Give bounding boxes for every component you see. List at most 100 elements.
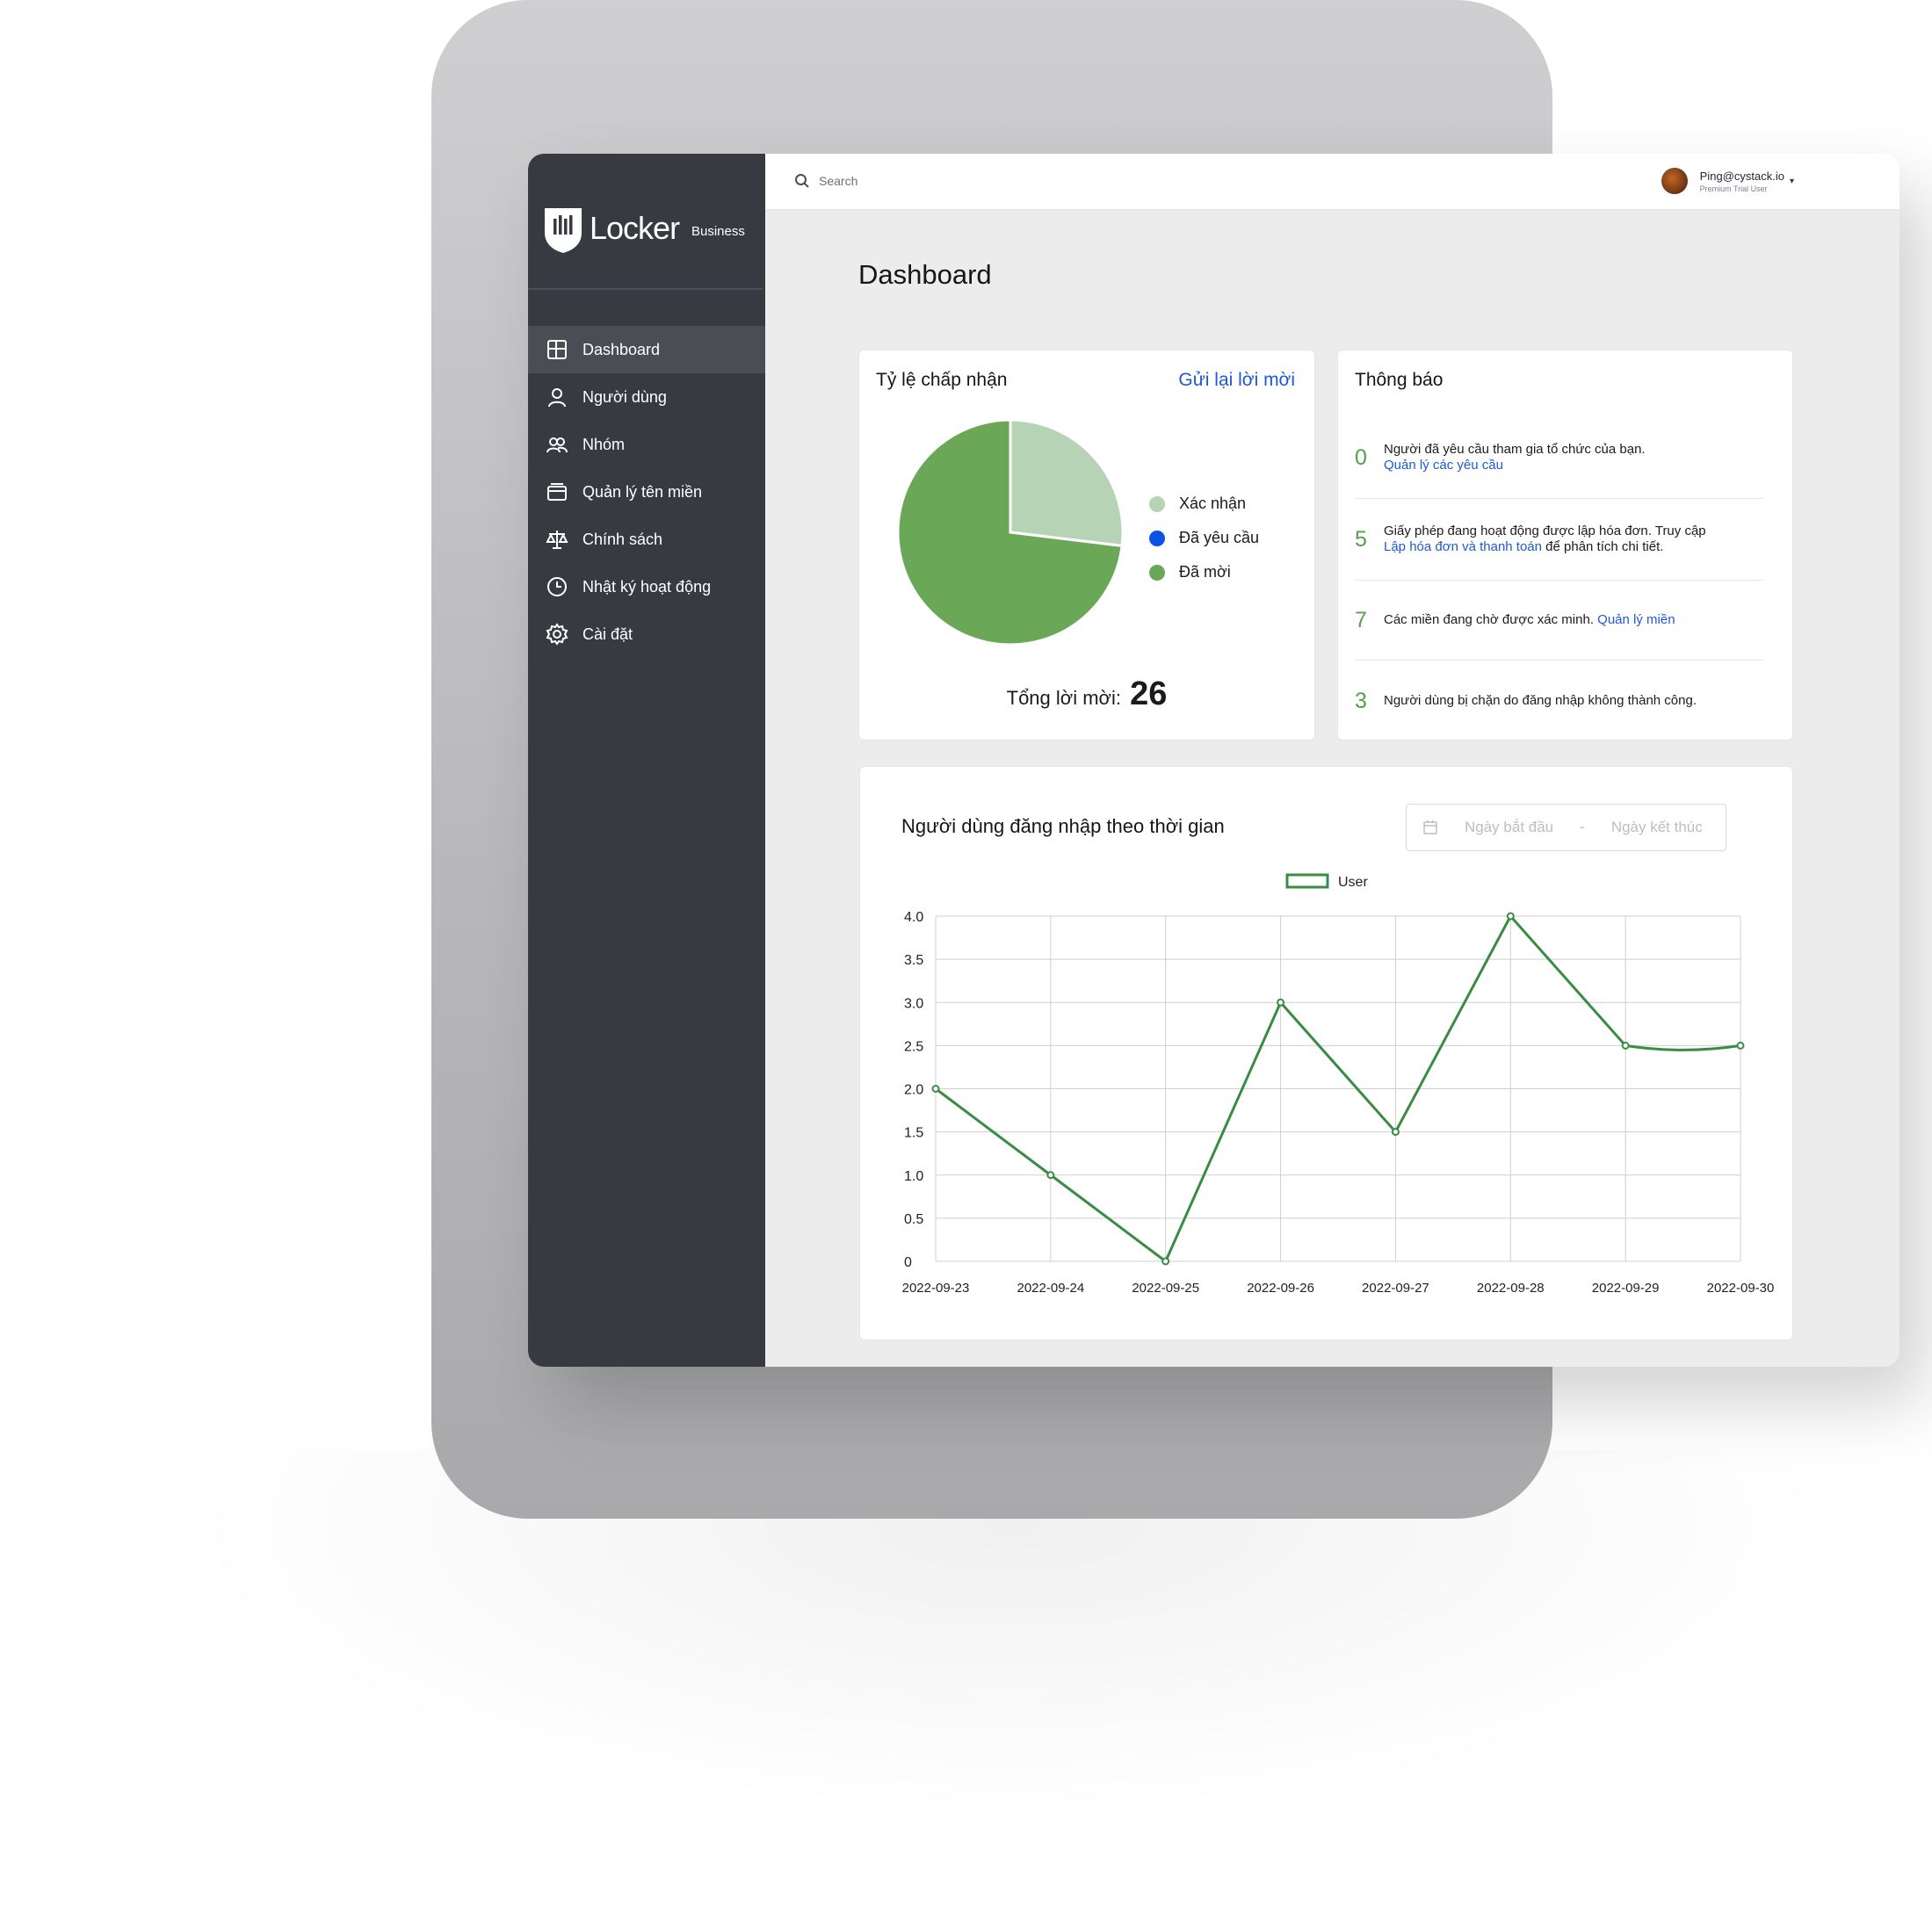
manage-requests-link[interactable]: Quản lý các yêu cầu bbox=[1384, 457, 1503, 473]
sidebar-item-label: Quản lý tên miền bbox=[582, 482, 703, 501]
chevron-down-icon: ▾ bbox=[1789, 176, 1794, 186]
y-tick-label: 4.0 bbox=[904, 910, 923, 925]
user-plan: Premium Trial User bbox=[1699, 184, 1768, 193]
data-point bbox=[1277, 998, 1285, 1007]
shield-logo-icon bbox=[545, 208, 582, 253]
sidebar-item-activity-log[interactable]: Nhật ký hoạt động bbox=[528, 563, 765, 610]
start-date-input[interactable]: Ngày bắt đầu bbox=[1465, 819, 1554, 835]
acceptance-title: Tỷ lệ chấp nhận bbox=[876, 370, 1008, 390]
brand-name: Locker bbox=[590, 210, 680, 246]
total-value: 26 bbox=[1130, 675, 1168, 712]
data-point bbox=[931, 1085, 940, 1093]
acceptance-card: Tỷ lệ chấp nhận Gửi lại lời mời Xác nhận… bbox=[858, 350, 1315, 740]
sidebar-item-label: Chính sách bbox=[582, 530, 663, 548]
notification-count: 0 bbox=[1355, 444, 1367, 470]
x-tick-label: 2022-09-27 bbox=[1362, 1281, 1429, 1296]
sidebar-item-label: Người dùng bbox=[582, 387, 667, 406]
legend-label: Đã mời bbox=[1179, 563, 1231, 581]
top-bar: Search Ping@cystack.io Premium Trial Use… bbox=[765, 154, 1899, 210]
y-tick-label: 1.5 bbox=[904, 1126, 923, 1141]
notification-item: 0 Người đã yêu cầu tham gia tổ chức của … bbox=[1355, 416, 1763, 499]
total-invites: Tổng lời mời: 26 bbox=[859, 675, 1314, 713]
notification-item: 7 Các miền đang chờ được xác minh. Quản … bbox=[1355, 581, 1763, 661]
legend-item-invited: Đã mời bbox=[1149, 555, 1259, 589]
data-point bbox=[1046, 1171, 1055, 1180]
legend-label: Xác nhận bbox=[1179, 495, 1247, 512]
end-date-input[interactable]: Ngày kết thúc bbox=[1610, 819, 1703, 835]
notification-text: Các miền đang chờ được xác minh. bbox=[1384, 612, 1594, 627]
login-chart-card: Người dùng đăng nhập theo thời gian Ngày… bbox=[859, 766, 1793, 1340]
sidebar-item-label: Cài đặt bbox=[582, 625, 633, 643]
calendar-icon bbox=[1422, 820, 1438, 835]
x-tick-label: 2022-09-29 bbox=[1592, 1281, 1660, 1296]
total-label: Tổng lời mời: bbox=[1006, 687, 1121, 709]
gear-icon bbox=[546, 623, 568, 646]
domain-icon bbox=[546, 480, 568, 503]
x-tick-label: 2022-09-24 bbox=[1017, 1281, 1084, 1296]
sidebar-nav: Dashboard Người dùng Nhóm Quản lý tên mi… bbox=[528, 326, 765, 658]
avatar bbox=[1661, 168, 1688, 194]
x-tick-label: 2022-09-30 bbox=[1707, 1281, 1775, 1296]
notification-text: Người đã yêu cầu tham gia tổ chức của bạ… bbox=[1384, 441, 1646, 457]
sidebar-item-settings[interactable]: Cài đặt bbox=[528, 610, 765, 658]
notification-item: 5 Giấy phép đang hoạt động được lập hóa … bbox=[1355, 499, 1763, 581]
data-point bbox=[1736, 1041, 1745, 1050]
legend-label: Đã yêu cầu bbox=[1179, 529, 1260, 546]
sidebar-item-dashboard[interactable]: Dashboard bbox=[528, 326, 765, 373]
pie-slice bbox=[896, 418, 1124, 646]
acceptance-pie-chart bbox=[896, 418, 1125, 646]
data-point bbox=[1621, 1041, 1630, 1050]
login-chart-title: Người dùng đăng nhập theo thời gian bbox=[901, 815, 1225, 837]
notifications-card: Thông báo 0 Người đã yêu cầu tham gia tổ… bbox=[1337, 350, 1793, 740]
scale-icon bbox=[546, 528, 568, 551]
user-icon bbox=[546, 386, 568, 408]
notification-list: 0 Người đã yêu cầu tham gia tổ chức của … bbox=[1355, 416, 1763, 741]
search-input[interactable]: Search bbox=[794, 173, 857, 189]
brand-logo[interactable]: Locker Business bbox=[543, 206, 754, 259]
y-tick-label: 1.0 bbox=[904, 1169, 923, 1184]
legend-swatch-requested bbox=[1149, 530, 1165, 546]
user-menu[interactable]: Ping@cystack.io Premium Trial User ▾ bbox=[1661, 168, 1794, 194]
sidebar-item-users[interactable]: Người dùng bbox=[528, 373, 765, 421]
notification-text: Người dùng bị chặn do đăng nhập không th… bbox=[1384, 693, 1697, 708]
legend-swatch-confirmed bbox=[1149, 495, 1165, 512]
legend-item-requested: Đã yêu cầu bbox=[1149, 521, 1259, 555]
data-point bbox=[1506, 912, 1515, 921]
sidebar-item-domains[interactable]: Quản lý tên miền bbox=[528, 468, 765, 516]
y-tick-label: 3.0 bbox=[904, 996, 923, 1011]
sidebar-item-label: Dashboard bbox=[582, 340, 661, 358]
y-tick-label: 3.5 bbox=[904, 953, 923, 968]
sidebar-item-label: Nhật ký hoạt động bbox=[582, 577, 712, 596]
billing-link[interactable]: Lập hóa đơn và thanh toán bbox=[1384, 539, 1542, 554]
legend-swatch-user bbox=[1285, 873, 1329, 889]
notification-text-suffix: để phân tích chi tiết. bbox=[1545, 539, 1664, 554]
sidebar-item-policies[interactable]: Chính sách bbox=[528, 516, 765, 563]
clock-icon bbox=[546, 575, 568, 598]
pie-slice bbox=[1009, 418, 1125, 548]
x-tick-label: 2022-09-23 bbox=[902, 1281, 970, 1296]
pie-legend: Xác nhận Đã yêu cầu Đã mời bbox=[1149, 487, 1259, 589]
date-separator: - bbox=[1580, 819, 1585, 835]
page-title: Dashboard bbox=[858, 259, 992, 290]
notifications-title: Thông báo bbox=[1355, 370, 1444, 390]
y-tick-label: 2.0 bbox=[904, 1083, 923, 1098]
x-tick-label: 2022-09-28 bbox=[1477, 1281, 1545, 1296]
data-point bbox=[1161, 1257, 1170, 1266]
legend-swatch-invited bbox=[1149, 564, 1165, 581]
manage-domains-link[interactable]: Quản lý miền bbox=[1597, 612, 1675, 627]
y-tick-label: 0 bbox=[904, 1255, 912, 1270]
notification-count: 5 bbox=[1355, 527, 1367, 552]
legend-label-user: User bbox=[1338, 875, 1368, 890]
x-tick-label: 2022-09-26 bbox=[1247, 1281, 1314, 1296]
sidebar-item-groups[interactable]: Nhóm bbox=[528, 421, 765, 468]
data-point bbox=[1391, 1128, 1400, 1137]
notification-text: Giấy phép đang hoạt động được lập hóa đơ… bbox=[1384, 524, 1706, 538]
login-line-chart: 0 0.5 1.0 1.5 2.0 2.5 3.0 3.5 4.0 2022-09-23 2022-… bbox=[902, 873, 1775, 1296]
resend-invite-link[interactable]: Gửi lại lời mời bbox=[1178, 370, 1295, 390]
notification-item: 3 Người dùng bị chặn do đăng nhập không … bbox=[1355, 661, 1763, 741]
sidebar-item-label: Nhóm bbox=[582, 435, 626, 453]
date-range-picker[interactable]: Ngày bắt đầu - Ngày kết thúc bbox=[1406, 804, 1726, 851]
app-window: Locker Business Dashboard Người dùng bbox=[528, 154, 1899, 1367]
sidebar: Locker Business Dashboard Người dùng bbox=[528, 154, 765, 1367]
user-email: Ping@cystack.io bbox=[1699, 169, 1784, 183]
